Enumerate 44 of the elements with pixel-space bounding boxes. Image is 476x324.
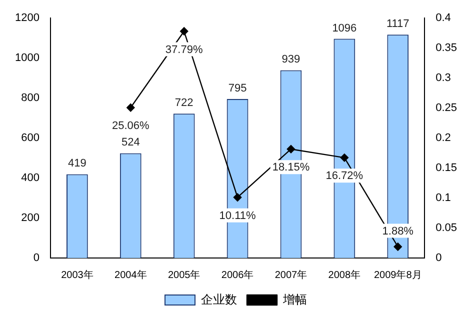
data-label: 524 [121, 136, 140, 149]
x-tick-label: 2009年8月 [374, 268, 422, 281]
y2-tick-label: 0 [436, 252, 442, 264]
x-tick-label: 2005年 [168, 268, 200, 281]
legend-label: 增幅 [282, 292, 307, 306]
point [180, 27, 188, 36]
point [394, 242, 402, 251]
data-label: 16.72% [326, 170, 364, 182]
y-tick-label: 0 [33, 252, 40, 264]
y-tick-label: 800 [21, 92, 40, 104]
point [126, 104, 135, 112]
y2-tick-label: 0.1 [436, 192, 451, 204]
x-tick-label: 2006年 [221, 268, 254, 281]
data-label: 419 [68, 158, 86, 170]
data-label: 18.15% [272, 162, 310, 174]
x-tick-label: 2004年 [114, 268, 147, 281]
x-tick-label: 2007年 [274, 268, 308, 281]
data-label: 25.06% [112, 120, 150, 132]
data-label: 939 [282, 54, 300, 66]
y-tick-label: 400 [21, 172, 40, 184]
y-tick-label: 1200 [14, 12, 40, 24]
y2-tick-label: 0.35 [436, 42, 458, 54]
x-tick-label: 2003年 [61, 268, 94, 281]
data-label: 1096 [332, 22, 357, 34]
point [286, 145, 296, 154]
y-tick-label: 200 [21, 212, 40, 224]
y2-tick-label: 0.15 [436, 162, 458, 174]
y2-tick-label: 0.25 [436, 102, 458, 114]
data-label: 1117 [386, 18, 410, 30]
y2-tick-label: 0.2 [436, 132, 451, 144]
y-tick-label: 1000 [14, 52, 40, 64]
point [340, 154, 349, 162]
y-tick-label: 600 [21, 132, 40, 144]
data-label: 1.88% [382, 225, 414, 238]
data-label: 722 [174, 97, 194, 110]
legend-label: 企业数 [201, 292, 237, 306]
data-label: 37.79% [165, 44, 203, 56]
data-label: 10.11% [219, 210, 256, 222]
data-label: 795 [228, 82, 247, 95]
y2-tick-label: 0.3 [436, 72, 451, 84]
y2-tick-label: 0.4 [436, 12, 451, 24]
y2-tick-label: 0.05 [436, 222, 458, 234]
point [233, 193, 242, 202]
x-tick-label: 2008年 [328, 268, 361, 281]
